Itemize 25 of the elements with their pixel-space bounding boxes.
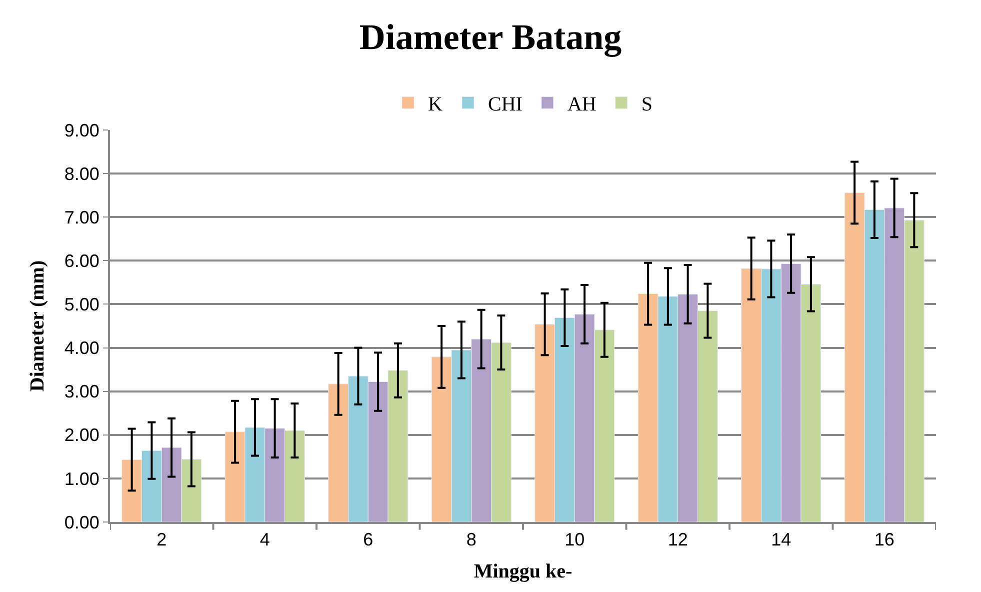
chart-title: Diameter Batang: [359, 16, 622, 57]
x-tick-label: 14: [771, 530, 792, 550]
x-tick-label: 16: [874, 530, 894, 550]
legend-label: S: [641, 93, 652, 116]
y-tick-label: 6.00: [64, 250, 100, 271]
y-tick-label: 8.00: [64, 164, 100, 184]
x-tick-label: 10: [564, 530, 585, 550]
y-tick-label: 9.00: [64, 120, 100, 140]
x-tick-label: 12: [668, 530, 688, 550]
y-tick-label: 4.00: [64, 338, 100, 358]
legend-label: AH: [567, 93, 596, 116]
y-tick-label: 0.00: [64, 512, 100, 532]
x-axis-title: Minggu ke-: [474, 560, 572, 583]
y-tick-label: 2.00: [64, 425, 100, 446]
x-tick-label: 2: [156, 530, 167, 550]
x-tick-label: 6: [363, 530, 374, 550]
y-tick-label: 7.00: [64, 207, 100, 228]
y-tick-label: 5.00: [64, 294, 100, 315]
y-axis-title: Diameter (mm): [26, 260, 48, 392]
legend-label: K: [428, 93, 443, 116]
y-tick-label: 1.00: [64, 468, 100, 489]
legend-label: CHI: [488, 93, 522, 116]
y-tick-label: 3.00: [64, 382, 100, 402]
x-tick-label: 4: [260, 530, 270, 550]
x-tick-label: 8: [466, 530, 476, 550]
